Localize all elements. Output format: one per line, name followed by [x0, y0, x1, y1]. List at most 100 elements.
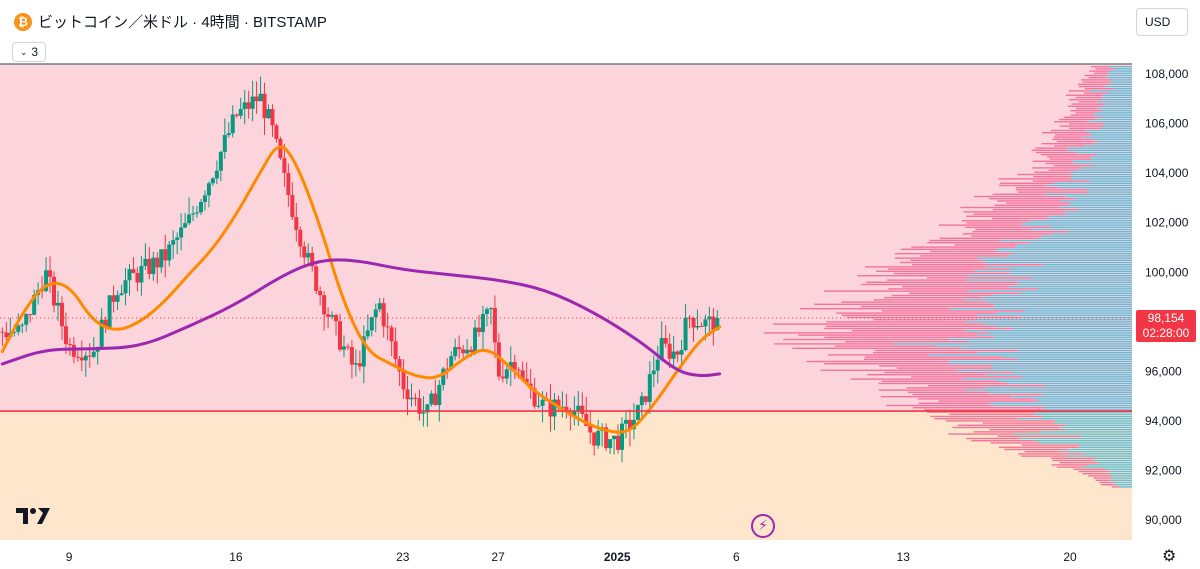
volume-profile-up-bar	[1075, 198, 1132, 200]
volume-profile-up-bar	[977, 314, 1132, 316]
volume-profile-down-bar	[1006, 202, 1071, 204]
volume-profile-down-bar	[1080, 79, 1112, 81]
volume-profile-up-bar	[1109, 479, 1132, 481]
volume-profile-down-bar	[930, 250, 997, 253]
candle-body	[508, 362, 513, 370]
volume-profile-down-bar	[1083, 92, 1108, 94]
volume-profile-down-bar	[973, 431, 1040, 433]
candle-body	[421, 412, 426, 414]
candle-body	[473, 327, 478, 353]
currency-selector[interactable]: USD	[1136, 8, 1188, 36]
settings-gear-icon[interactable]: ⚙	[1162, 546, 1177, 565]
volume-profile-down-bar	[836, 312, 998, 314]
chevron-down-icon: ⌄	[19, 46, 28, 57]
volume-profile-down-bar	[874, 349, 1018, 352]
candle-body	[353, 363, 358, 365]
lightning-icon[interactable]: ⚡	[751, 514, 775, 538]
volume-profile-down-bar	[824, 327, 1013, 330]
volume-profile-up-bar	[1015, 246, 1132, 248]
volume-profile-down-bar	[1069, 127, 1101, 129]
volume-profile-down-bar	[926, 277, 1032, 279]
volume-profile-down-bar	[1078, 470, 1110, 473]
volume-profile-down-bar	[1053, 136, 1083, 138]
candle-body	[171, 240, 176, 245]
volume-profile-down-bar	[1100, 484, 1114, 486]
candle-body	[524, 378, 529, 384]
volume-profile-up-bar	[1087, 121, 1132, 123]
volume-profile-down-bar	[881, 380, 998, 382]
volume-profile-down-bar	[1082, 81, 1110, 83]
volume-profile-down-bar	[972, 231, 1069, 233]
volume-profile-up-bar	[997, 312, 1132, 314]
volume-profile-up-bar	[982, 297, 1132, 299]
candle-body	[461, 349, 466, 354]
volume-profile-down-bar	[1095, 479, 1110, 481]
volume-profile-up-bar	[1101, 96, 1132, 99]
volume-profile-down-bar	[1073, 468, 1104, 470]
volume-profile-down-bar	[1095, 68, 1116, 70]
candle-body	[659, 337, 664, 360]
candle-body	[198, 201, 203, 213]
volume-profile-down-bar	[876, 270, 975, 272]
candle-body	[627, 419, 632, 430]
volume-profile-up-bar	[963, 299, 1132, 301]
volume-profile-up-bar	[1070, 178, 1132, 180]
volume-profile-down-bar	[965, 226, 1051, 228]
volume-profile-up-bar	[1074, 162, 1132, 165]
volume-profile-up-bar	[1109, 81, 1132, 83]
candle-body	[234, 114, 239, 116]
current-price-label: 98,154	[1147, 311, 1185, 325]
volume-profile-up-bar	[1112, 477, 1132, 479]
volume-profile-up-bar	[1042, 415, 1132, 418]
volume-profile-down-bar	[954, 244, 1017, 246]
volume-profile-down-bar	[994, 204, 1068, 206]
candle-body	[647, 374, 652, 402]
volume-profile-up-bar	[1046, 184, 1132, 187]
candle-body	[357, 363, 362, 367]
candle-body	[679, 350, 684, 355]
volume-profile-up-bar	[997, 380, 1132, 382]
candle-body	[294, 217, 299, 230]
candle-body	[32, 294, 37, 315]
volume-profile-down-bar	[1068, 105, 1102, 107]
volume-profile-up-bar	[1031, 277, 1132, 279]
candle-body	[345, 346, 350, 348]
candle-body	[496, 342, 501, 377]
volume-profile-down-bar	[884, 297, 983, 299]
volume-profile-down-bar	[1035, 147, 1067, 149]
symbol-row[interactable]: ₿ ビットコイン／米ドル · 4時間 · BITSTAMP	[14, 11, 327, 32]
volume-profile-up-bar	[1102, 125, 1132, 127]
volume-profile-up-bar	[1101, 116, 1132, 118]
volume-profile-down-bar	[1032, 180, 1090, 182]
volume-profile-down-bar	[873, 319, 977, 321]
candle-body	[457, 347, 462, 350]
candle-body	[83, 355, 88, 361]
volume-profile-down-bar	[844, 341, 969, 343]
volume-profile-down-bar	[912, 264, 1044, 266]
volume-profile-up-bar	[974, 270, 1132, 272]
y-tick-label: 92,000	[1145, 464, 1182, 478]
volume-profile-down-bar	[927, 385, 1046, 387]
volume-profile-down-bar	[997, 200, 1062, 202]
candle-body	[441, 368, 446, 385]
candle-body	[548, 399, 553, 417]
volume-profile-up-bar	[1098, 140, 1132, 143]
candle-body	[596, 430, 601, 446]
volume-profile-down-bar	[1055, 134, 1092, 136]
indicator-toggle-button[interactable]: ⌄ 3	[12, 42, 46, 62]
volume-profile-up-bar	[894, 343, 1132, 345]
candle-body	[385, 326, 390, 328]
volume-profile-up-bar	[1097, 107, 1132, 110]
volume-profile-up-bar	[994, 305, 1132, 308]
volume-profile-down-bar	[880, 396, 1011, 398]
volume-profile-up-bar	[1017, 358, 1132, 360]
volume-profile-up-bar	[1064, 429, 1132, 431]
volume-profile-up-bar	[1022, 222, 1132, 224]
candle-body	[107, 295, 112, 328]
volume-profile-down-bar	[872, 352, 978, 354]
volume-profile-down-bar	[1004, 448, 1070, 451]
volume-profile-down-bar	[948, 433, 1015, 435]
volume-profile-down-bar	[842, 314, 978, 316]
indicator-count: 3	[31, 45, 39, 59]
